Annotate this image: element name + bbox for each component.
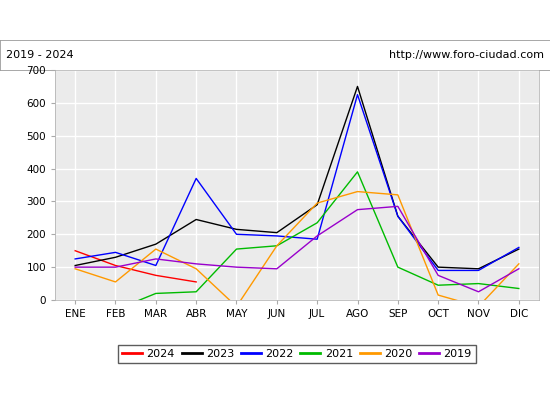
2022	[152, 263, 159, 268]
2020	[193, 266, 200, 271]
2020	[273, 243, 280, 248]
2021	[354, 170, 361, 174]
2023	[475, 266, 482, 271]
Line: 2021: 2021	[75, 172, 519, 310]
Text: 2019 - 2024: 2019 - 2024	[6, 50, 73, 60]
2021	[314, 220, 321, 225]
2021	[475, 281, 482, 286]
2023	[515, 247, 522, 252]
2022	[233, 232, 240, 237]
2022	[314, 237, 321, 242]
2020	[475, 304, 482, 309]
2024	[72, 248, 79, 253]
2019	[152, 256, 159, 261]
2021	[72, 304, 79, 309]
2020	[394, 192, 401, 197]
2021	[435, 283, 442, 288]
2019	[193, 262, 200, 266]
2020	[354, 189, 361, 194]
2024	[152, 273, 159, 278]
Line: 2020: 2020	[75, 192, 519, 306]
Line: 2024: 2024	[75, 251, 196, 282]
2020	[515, 262, 522, 266]
2022	[112, 250, 119, 255]
2022	[475, 268, 482, 273]
2020	[72, 266, 79, 271]
2022	[435, 268, 442, 273]
Line: 2023: 2023	[75, 86, 519, 269]
2023	[152, 242, 159, 246]
2024	[193, 280, 200, 284]
2021	[152, 291, 159, 296]
Text: http://www.foro-ciudad.com: http://www.foro-ciudad.com	[389, 50, 544, 60]
2022	[273, 234, 280, 238]
Line: 2019: 2019	[75, 206, 519, 292]
2020	[112, 280, 119, 284]
Line: 2022: 2022	[75, 95, 519, 270]
2020	[435, 293, 442, 298]
2019	[394, 204, 401, 209]
2023	[233, 227, 240, 232]
2021	[112, 308, 119, 312]
2023	[112, 255, 119, 260]
2023	[273, 230, 280, 235]
2023	[354, 84, 361, 89]
2020	[233, 304, 240, 309]
2019	[233, 265, 240, 270]
2022	[394, 214, 401, 219]
2019	[273, 266, 280, 271]
2023	[394, 214, 401, 219]
Text: Evolucion Nº Turistas Nacionales en el municipio de Villel de Mesa: Evolucion Nº Turistas Nacionales en el m…	[55, 14, 495, 28]
2022	[193, 176, 200, 181]
2019	[112, 265, 119, 270]
2022	[72, 256, 79, 261]
2019	[435, 273, 442, 278]
2021	[193, 289, 200, 294]
2023	[193, 217, 200, 222]
2023	[314, 202, 321, 207]
2021	[273, 243, 280, 248]
Legend: 2024, 2023, 2022, 2021, 2020, 2019: 2024, 2023, 2022, 2021, 2020, 2019	[118, 344, 476, 364]
2023	[72, 263, 79, 268]
2020	[152, 247, 159, 252]
2024	[112, 263, 119, 268]
2022	[354, 92, 361, 97]
2020	[314, 201, 321, 206]
2019	[354, 207, 361, 212]
2023	[435, 265, 442, 270]
2019	[475, 289, 482, 294]
2021	[233, 247, 240, 252]
2019	[314, 234, 321, 238]
2021	[394, 265, 401, 270]
2022	[515, 245, 522, 250]
2019	[515, 266, 522, 271]
2019	[72, 265, 79, 270]
2021	[515, 286, 522, 291]
